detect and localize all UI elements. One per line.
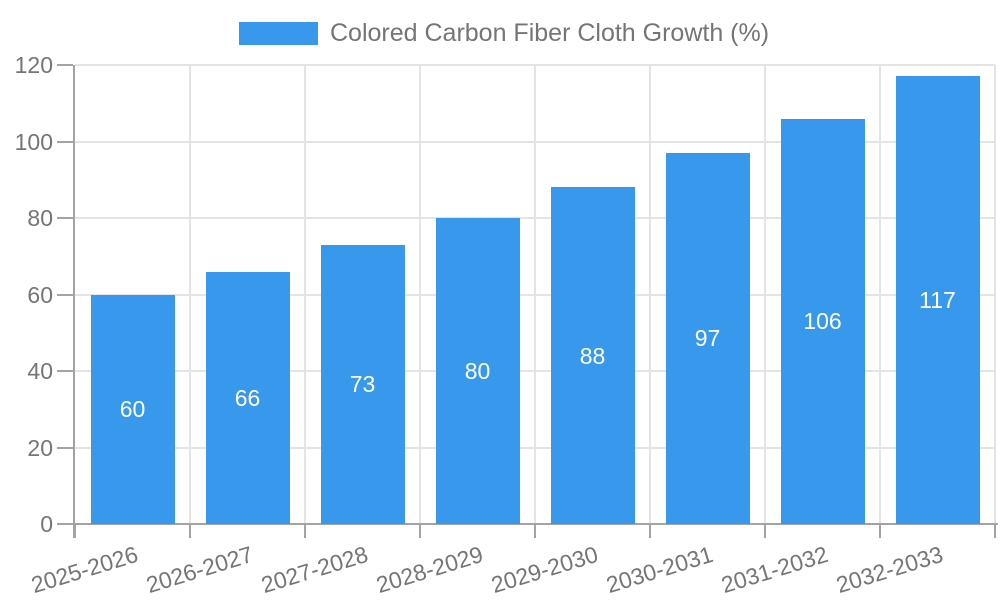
x-axis-tick (74, 524, 76, 538)
x-gridline (534, 65, 536, 524)
y-axis-label: 120 (14, 52, 53, 78)
bar-value-label: 88 (579, 342, 606, 369)
y-axis-tick (57, 140, 73, 143)
bar-value-label: 60 (119, 396, 146, 423)
x-gridline (189, 65, 191, 524)
x-axis-tick (879, 524, 881, 538)
x-axis-label: 2026-2027 (142, 540, 256, 598)
y-axis-tick (57, 64, 73, 66)
x-axis-tick (994, 524, 996, 538)
y-axis-tick (57, 446, 73, 449)
x-gridline (994, 65, 996, 524)
x-axis-label: 2028-2029 (372, 540, 486, 598)
bar-value-label: 73 (349, 371, 376, 398)
bar-value-label: 66 (234, 384, 261, 411)
bar-value-label: 80 (464, 358, 491, 384)
x-axis-tick (419, 524, 421, 538)
x-axis-tick (764, 524, 766, 538)
y-axis-tick (57, 370, 73, 372)
x-axis-label: 2032-2033 (832, 540, 946, 598)
bar-2028-2029[interactable] (435, 218, 520, 524)
x-axis-tick (189, 524, 191, 538)
x-axis-label: 2030-2031 (602, 540, 716, 598)
bar-2030-2031[interactable] (665, 152, 750, 524)
bar-value-label: 106 (803, 308, 842, 335)
bar-2029-2030[interactable] (550, 187, 635, 524)
legend-label[interactable]: Colored Carbon Fiber Cloth Growth (%) (330, 19, 770, 47)
y-axis-tick (57, 217, 73, 219)
x-axis-label: 2027-2028 (257, 540, 371, 598)
y-axis-line (73, 65, 75, 538)
x-gridline (649, 65, 651, 524)
x-gridline (879, 65, 881, 524)
x-axis-tick (649, 524, 651, 538)
x-gridline (764, 65, 766, 524)
legend-swatch[interactable] (239, 22, 318, 45)
bar-2026-2027[interactable] (205, 271, 290, 524)
bar-2027-2028[interactable] (320, 244, 405, 524)
bar-value-label: 117 (919, 287, 956, 314)
x-gridline (304, 65, 306, 524)
x-axis-line (57, 523, 998, 525)
bar-value-label: 97 (694, 325, 721, 352)
x-axis-label: 2025-2026 (27, 540, 141, 598)
bar-2031-2032[interactable] (780, 118, 865, 524)
x-axis-tick (304, 524, 306, 538)
x-gridline (419, 65, 421, 524)
y-axis-tick (57, 523, 73, 525)
y-axis-label: 20 (27, 434, 53, 461)
y-axis-label: 100 (14, 128, 53, 155)
bar-2032-2033[interactable] (895, 76, 980, 524)
y-axis-tick (57, 293, 73, 296)
y-axis-label: 80 (27, 205, 53, 231)
y-axis-label: 60 (27, 281, 53, 308)
y-axis-label: 40 (27, 358, 53, 384)
x-axis-label: 2031-2032 (717, 540, 831, 598)
x-axis-tick (534, 524, 536, 538)
x-axis-label: 2029-2030 (487, 540, 601, 598)
bar-2025-2026[interactable] (90, 294, 175, 524)
y-axis-label: 0 (40, 511, 53, 537)
